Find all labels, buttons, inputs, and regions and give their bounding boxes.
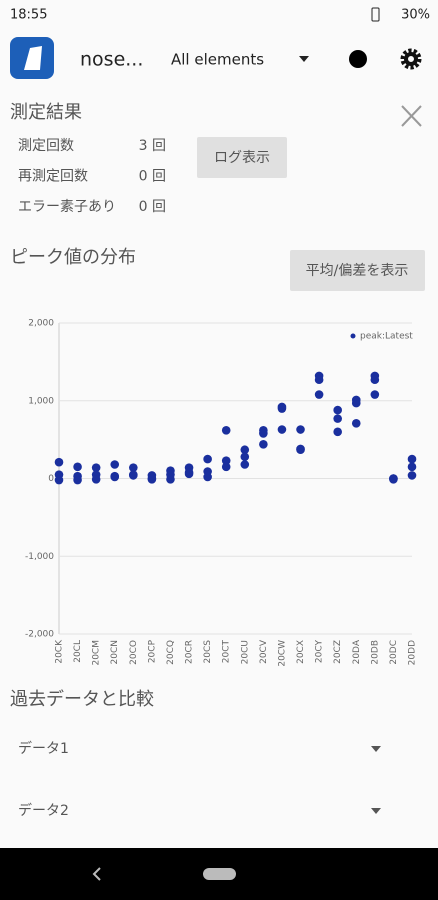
element-selector[interactable]: All elements (171, 51, 264, 69)
data-point (203, 454, 212, 464)
data-point (333, 427, 342, 437)
data-point (129, 471, 138, 480)
x-tick-label: 20CR (185, 640, 195, 664)
dropdown-arrow[interactable] (371, 746, 381, 752)
data-point (314, 375, 324, 385)
data-point (91, 463, 101, 472)
logo-shape (24, 46, 42, 70)
x-tick-label: 20CQ (166, 640, 176, 665)
x-tick-label: 20CZ (333, 640, 343, 664)
dropdown[interactable]: データ1 (18, 740, 69, 757)
x-tick-label: 20DC (389, 640, 399, 665)
row-value: 0 回 (139, 199, 166, 215)
status-dot[interactable] (349, 50, 367, 68)
row-label: エラー素子あり (18, 199, 116, 215)
x-tick-label: 20CW (277, 640, 287, 667)
x-tick-label: 20CP (147, 639, 157, 663)
data-point (147, 474, 157, 483)
x-tick-label: 20DD (408, 640, 418, 665)
row-label: 測定回数 (18, 138, 74, 154)
data-point (407, 462, 417, 472)
close-icon[interactable] (401, 105, 422, 127)
x-tick-label: 20CL (73, 640, 83, 663)
x-tick-label: 20CT (222, 639, 232, 663)
y-tick-label: -2,000 (25, 630, 54, 640)
data-point (407, 471, 417, 480)
log-button-label: ログ表示 (214, 150, 270, 166)
x-tick-label: 20CY (315, 640, 325, 664)
dropdown-arrow[interactable] (299, 56, 309, 62)
y-tick-label: -1,000 (25, 552, 54, 562)
home-button[interactable] (203, 868, 236, 880)
data-point (184, 467, 194, 477)
data-point (73, 462, 82, 472)
data-point (221, 456, 231, 465)
data-point (259, 429, 268, 438)
data-point (351, 418, 361, 428)
data-point (296, 445, 305, 455)
y-tick-label: 0 (48, 474, 54, 484)
data-point (370, 390, 380, 399)
app-title: nose... (80, 49, 143, 71)
data-point (296, 425, 305, 434)
data-point (110, 472, 120, 482)
x-tick-label: 20CV (259, 639, 269, 664)
log-button[interactable] (197, 137, 287, 178)
data-point (314, 390, 324, 399)
x-tick-label: 20CM (92, 640, 102, 666)
data-point (370, 375, 380, 385)
data-point (73, 475, 82, 485)
clock: 18:55 (10, 8, 47, 23)
data-point (407, 454, 417, 464)
data-point (221, 425, 231, 435)
data-point (221, 462, 231, 472)
y-tick-label: 2,000 (28, 319, 54, 329)
data-point (277, 425, 287, 434)
data-point (351, 398, 361, 408)
data-point (110, 460, 120, 469)
x-tick-label: 20DA (352, 639, 362, 664)
dropdown-arrow[interactable] (371, 808, 381, 814)
x-tick-label: 20CK (55, 639, 65, 664)
legend-label: peak:Latest (360, 332, 413, 342)
battery-icon (371, 7, 380, 22)
data-point (203, 472, 212, 482)
data-point (240, 460, 250, 469)
x-tick-label: 20CN (110, 640, 120, 664)
data-point (91, 474, 101, 484)
row-value: 3 回 (139, 138, 166, 154)
data-point (333, 405, 342, 415)
data-point (240, 445, 250, 455)
x-tick-label: 20DB (370, 640, 380, 665)
x-tick-label: 20CX (296, 640, 306, 664)
legend-marker (350, 333, 356, 339)
data-point (277, 404, 287, 413)
settings-icon[interactable] (400, 48, 422, 70)
x-tick-label: 20CO (129, 640, 139, 665)
row-label: 再測定回数 (18, 169, 88, 185)
y-tick-label: 1,000 (28, 396, 54, 406)
dropdown[interactable]: データ2 (18, 802, 69, 819)
stats-button-label: 平均/偏差を表示 (306, 263, 409, 279)
data-point (166, 470, 175, 479)
data-point (259, 439, 268, 449)
back-button[interactable] (92, 867, 101, 881)
data-point (54, 457, 64, 467)
x-tick-label: 20CS (203, 640, 213, 664)
data-point (240, 452, 250, 462)
section-title: 過去データと比較 (10, 689, 154, 710)
row-value: 0 回 (139, 169, 166, 185)
section-title: ピーク値の分布 (10, 247, 136, 268)
section-title: 測定結果 (10, 102, 82, 123)
data-point (333, 414, 342, 423)
x-tick-label: 20CU (240, 640, 250, 664)
battery: 30% (401, 8, 430, 23)
data-point (129, 463, 138, 472)
data-point (389, 474, 398, 483)
stats-button[interactable] (290, 250, 425, 291)
data-point (54, 475, 64, 485)
